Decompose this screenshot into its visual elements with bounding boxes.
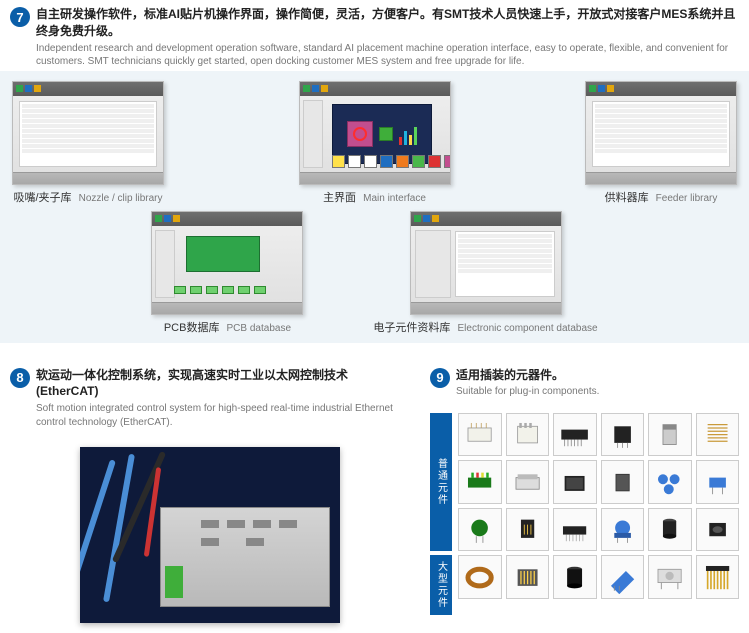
component-item (601, 508, 645, 552)
component-item (458, 460, 502, 504)
feature-7-badge: 7 (10, 7, 30, 27)
feeder-caption: 供料器库 Feeder library (605, 189, 718, 205)
component-item (696, 508, 740, 552)
screenshots-row-1: 吸嘴/夹子库 Nozzle / clip library (6, 81, 743, 205)
components-large: 大型元件 (430, 555, 739, 615)
feature-9-title-cn: 适用插装的元器件。 (456, 367, 739, 384)
feature-9: 9 适用插装的元器件。 Suitable for plug-in compone… (430, 361, 739, 624)
component-item (506, 508, 550, 552)
parts-caption-en: Electronic component database (457, 323, 597, 334)
feature-7-header: 7 自主研发操作软件，标准AI贴片机操作界面，操作简便，灵活，方便客户。有SMT… (0, 0, 749, 71)
lower-row: 8 软运动一体化控制系统，实现高速实时工业以太网控制技术(EtherCAT) S… (0, 357, 749, 633)
components-grid-large (458, 555, 739, 615)
band-large: 大型元件 (430, 555, 452, 615)
component-item (458, 508, 502, 552)
component-item (601, 555, 645, 599)
component-item (553, 555, 597, 599)
feature-7-title-en: Independent research and development ope… (36, 42, 739, 69)
feeder-library-screenshot (585, 81, 737, 185)
band-normal: 普通元件 (430, 413, 452, 552)
component-item (696, 555, 740, 599)
component-item (506, 555, 550, 599)
feature-7-title-cn: 自主研发操作软件，标准AI贴片机操作界面，操作简便，灵活，方便客户。有SMT技术… (36, 6, 739, 40)
component-item (506, 413, 550, 457)
main-caption-cn: 主界面 (323, 192, 356, 204)
parts-database-block: 电子元件资料库 Electronic component database (373, 211, 597, 335)
feature-8-title-en: Soft motion integrated control system fo… (36, 402, 410, 429)
nozzle-caption-cn: 吸嘴/夹子库 (13, 192, 71, 204)
component-item (458, 555, 502, 599)
component-item (601, 460, 645, 504)
component-item (648, 460, 692, 504)
screenshots-row-2: PCB数据库 PCB database 电子元件资料库 Electronic c… (6, 211, 743, 335)
component-item (553, 508, 597, 552)
component-item (648, 413, 692, 457)
pcb-database-block: PCB数据库 PCB database (151, 211, 303, 335)
component-item (696, 460, 740, 504)
screenshots-panel: 吸嘴/夹子库 Nozzle / clip library (0, 71, 749, 343)
parts-caption: 电子元件资料库 Electronic component database (373, 319, 597, 335)
components-normal: 普通元件 (430, 413, 739, 552)
component-item (553, 460, 597, 504)
pcb-caption: PCB数据库 PCB database (164, 319, 291, 335)
hardware-photo (80, 447, 340, 623)
component-item (553, 413, 597, 457)
parts-caption-cn: 电子元件资料库 (373, 322, 450, 334)
pcb-caption-cn: PCB数据库 (164, 322, 220, 334)
component-item (506, 460, 550, 504)
nozzle-caption: 吸嘴/夹子库 Nozzle / clip library (13, 189, 162, 205)
feature-9-title-en: Suitable for plug-in components. (456, 385, 739, 399)
feature-8: 8 软运动一体化控制系统，实现高速实时工业以太网控制技术(EtherCAT) S… (10, 361, 410, 624)
nozzle-caption-en: Nozzle / clip library (79, 193, 163, 204)
component-item (696, 413, 740, 457)
main-interface-block: 主界面 Main interface (299, 81, 451, 205)
nozzle-library-block: 吸嘴/夹子库 Nozzle / clip library (12, 81, 164, 205)
feature-7: 7 自主研发操作软件，标准AI贴片机操作界面，操作简便，灵活，方便客户。有SMT… (0, 0, 749, 343)
feeder-caption-en: Feeder library (656, 193, 718, 204)
pcb-database-screenshot (151, 211, 303, 315)
feeder-library-block: 供料器库 Feeder library (585, 81, 737, 205)
components-grid-normal (458, 413, 739, 552)
pcb-caption-en: PCB database (227, 323, 292, 334)
component-item (648, 508, 692, 552)
feeder-caption-cn: 供料器库 (605, 192, 649, 204)
nozzle-library-screenshot (12, 81, 164, 185)
component-item (648, 555, 692, 599)
main-caption: 主界面 Main interface (323, 189, 426, 205)
feature-7-text: 自主研发操作软件，标准AI贴片机操作界面，操作简便，灵活，方便客户。有SMT技术… (36, 6, 739, 69)
component-item (601, 413, 645, 457)
feature-8-badge: 8 (10, 368, 30, 388)
feature-9-badge: 9 (430, 368, 450, 388)
main-caption-en: Main interface (363, 193, 426, 204)
parts-database-screenshot (410, 211, 562, 315)
component-item (458, 413, 502, 457)
feature-8-title-cn: 软运动一体化控制系统，实现高速实时工业以太网控制技术(EtherCAT) (36, 367, 410, 401)
main-interface-screenshot (299, 81, 451, 185)
